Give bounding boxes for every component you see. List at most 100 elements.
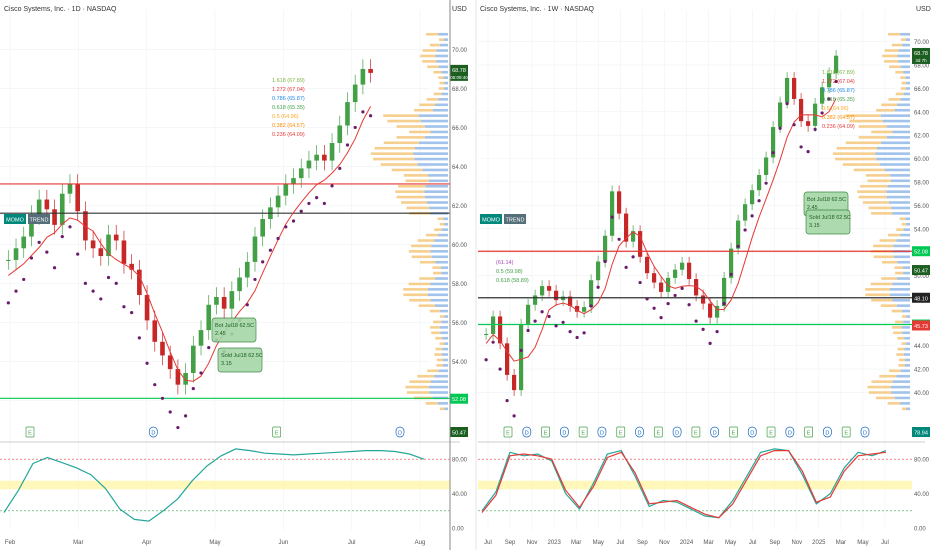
x-tick-label: May: [857, 540, 868, 546]
volume-profile-bar: [440, 331, 448, 335]
candle-body: [260, 219, 265, 237]
volume-profile-bar: [441, 271, 448, 275]
volume-profile-bar: [906, 81, 910, 85]
volume-profile-bar: [894, 396, 910, 400]
volume-profile-bar: [431, 244, 448, 248]
y-tick-label: 66.00: [452, 126, 468, 132]
candle-body: [519, 324, 524, 391]
fib-level-label: 1.618 (67.89): [272, 78, 305, 84]
volume-profile-bar: [897, 347, 905, 351]
trend-dot: [736, 244, 740, 248]
volume-profile-bar: [441, 228, 448, 231]
tag-badge: [480, 214, 502, 224]
x-tick-label: Aug: [415, 540, 426, 546]
earnings-dividend-marker: [597, 426, 607, 438]
x-tick-label: Mar: [703, 540, 713, 546]
current-price-badge: [450, 64, 468, 81]
trend-dot: [22, 277, 26, 282]
volume-profile-bar: [870, 282, 893, 286]
trend-dot: [554, 324, 558, 328]
candle-body: [160, 341, 165, 356]
stoch-tick-label: 80.00: [452, 458, 468, 464]
volume-profile-bar: [434, 374, 448, 378]
trend-dot: [353, 125, 357, 130]
candle-body: [827, 73, 832, 88]
x-tick-label: 2024: [680, 540, 694, 546]
y-tick-label: 64.00: [914, 110, 930, 116]
candle-body: [645, 256, 650, 274]
volume-profile-bar: [426, 201, 448, 204]
volume-profile-bar: [442, 364, 448, 367]
volume-profile-bar: [434, 353, 442, 356]
x-tick-label: Jul: [749, 540, 757, 546]
candle-body: [90, 240, 96, 249]
trend-dot: [540, 310, 544, 314]
volume-profile-bar: [428, 385, 448, 389]
volume-profile-bar: [863, 201, 889, 204]
trade-annotation-box: [217, 347, 263, 373]
event-marker-label: D: [750, 431, 754, 437]
trend-dot: [122, 305, 126, 309]
volume-profile-bar: [865, 293, 890, 297]
volume-profile-bar: [903, 70, 910, 74]
y-tick-label: 56.00: [914, 204, 930, 210]
volume-profile-bar: [903, 92, 910, 96]
volume-profile-bar: [434, 228, 442, 231]
x-tick-label: Sep: [769, 540, 780, 546]
volume-profile-bar: [853, 168, 885, 172]
trend-dot: [659, 316, 663, 320]
y-tick-label: 42.00: [914, 368, 930, 374]
volume-profile-bar: [893, 255, 910, 259]
volume-profile-bar: [443, 358, 448, 362]
candle-body: [582, 307, 587, 312]
trend-dot: [29, 256, 34, 260]
volume-profile-bar: [889, 293, 910, 297]
trend-dot: [160, 396, 165, 400]
volume-profile-bar: [898, 364, 905, 367]
event-marker-label: D: [713, 431, 717, 437]
fib-level-label: 0.382 (64.57): [822, 115, 855, 121]
trend-dot: [484, 358, 488, 362]
x-tick-label: Apr: [142, 540, 151, 546]
volume-profile-bar: [888, 32, 901, 36]
candle-body: [785, 77, 790, 103]
trend-dot: [603, 259, 607, 264]
volume-profile-bar: [430, 250, 448, 253]
volume-profile-bar: [903, 266, 910, 269]
trend-dot: [361, 110, 365, 114]
axis-price-value: 52.08: [452, 397, 466, 403]
earnings-dividend-marker: [766, 426, 776, 438]
volume-profile-bar: [873, 244, 894, 248]
trend-dot: [750, 214, 754, 218]
y-tick-label: 54.00: [914, 227, 930, 233]
candle-body: [694, 279, 699, 296]
volume-profile-bar: [370, 152, 414, 155]
candle-body: [67, 183, 73, 194]
y-tick-label: 56.00: [452, 321, 468, 327]
candle-body: [729, 248, 734, 278]
volume-profile-bar: [429, 206, 448, 210]
trend-dot: [792, 123, 796, 127]
volume-profile-bar: [882, 54, 898, 58]
x-tick-label: Mar: [571, 540, 581, 546]
trend-dot: [582, 331, 586, 335]
trend-dot: [6, 301, 10, 305]
candle-body: [191, 345, 196, 373]
trend-dot: [369, 114, 373, 118]
volume-profile-bar: [884, 49, 899, 52]
candle-body: [736, 220, 741, 249]
trend-dot: [322, 201, 326, 206]
volume-profile-bar: [383, 141, 420, 145]
volume-profile-bar: [901, 81, 907, 85]
trend-dot: [673, 293, 677, 298]
volume-profile-bar: [901, 222, 907, 226]
volume-profile-bar: [413, 152, 448, 155]
volume-profile-bar: [895, 320, 904, 324]
volume-profile-bar: [432, 108, 448, 112]
volume-profile-bar: [398, 184, 426, 188]
right-chart-title: Cisco Systems, Inc. · 1W · NASDAQ: [480, 6, 595, 13]
candle-body: [98, 248, 104, 257]
current-price-value: 68.78: [914, 51, 928, 57]
volume-profile-bar: [896, 353, 904, 356]
volume-profile-bar: [424, 190, 448, 193]
